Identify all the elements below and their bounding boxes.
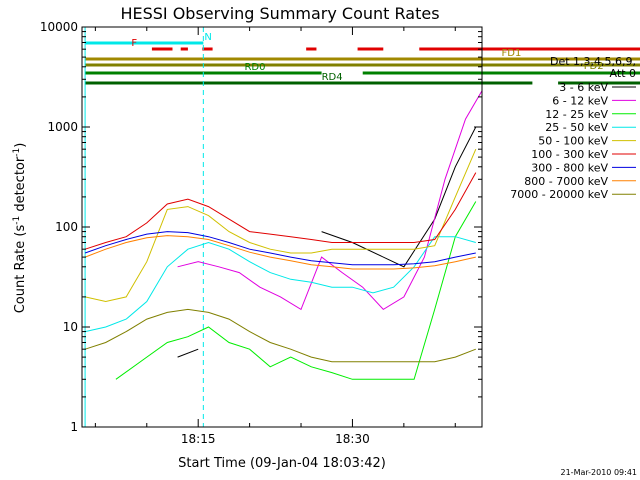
flag-label-fd2: FD2 [584, 61, 604, 72]
legend-entry-2: 12 - 25 keV [545, 108, 608, 121]
legend-entry-4: 50 - 100 keV [538, 135, 608, 148]
y-axis-label-mid: detector [13, 156, 28, 216]
flag-label-n: N [204, 32, 211, 43]
legend-header-1: Att 0 [610, 67, 636, 80]
y-axis-label-end: ) [13, 143, 28, 148]
y-tick-label-3: 1000 [47, 120, 78, 134]
y-axis-label-sup1: -1 [12, 216, 22, 225]
x-tick-label-0: 18:15 [181, 432, 216, 446]
series-lines [84, 90, 482, 380]
timestamp: 21-Mar-2010 09:41 [561, 468, 638, 477]
series-line-8 [84, 308, 476, 363]
legend-entry-8: 7000 - 20000 keV [510, 188, 608, 201]
flag-label-rd0: RD0 [244, 62, 265, 73]
series-line-1 [177, 90, 482, 311]
legend-header-0: Det 1,3,4,5,6,9, [550, 55, 636, 68]
flag-label-rd4: RD4 [322, 72, 343, 83]
y-axis-label-main: Count Rate (s [13, 225, 28, 314]
x-axis-label: Start Time (09-Jan-04 18:03:42) [178, 456, 386, 471]
flag-label-f: F [131, 38, 137, 49]
flag-label-fd1: FD1 [502, 48, 522, 59]
y-axis-label: Count Rate (s-1 detector-1) [12, 143, 28, 314]
y-axis-label-sup2: -1 [12, 148, 22, 157]
y-tick-label-2: 100 [55, 220, 78, 234]
series-line-5 [84, 172, 477, 250]
series-line-4 [84, 149, 477, 303]
y-tick-label-4: 10000 [40, 20, 78, 34]
series-line-6 [84, 231, 476, 266]
y-tick-label-0: 1 [70, 420, 78, 434]
series-line-0 [177, 126, 477, 358]
legend-entry-1: 6 - 12 keV [552, 94, 608, 107]
series-line-7 [84, 235, 476, 270]
chart-title: HESSI Observing Summary Count Rates [120, 4, 439, 23]
legend-entry-3: 25 - 50 keV [545, 121, 608, 134]
legend-entry-6: 300 - 800 keV [531, 161, 608, 174]
x-tick-label-1: 18:30 [335, 432, 370, 446]
ticks: 18:15 18:30 1 10 100 1000 10000 [40, 20, 482, 446]
legend-entry-7: 800 - 7000 keV [524, 175, 608, 188]
legend-entry-5: 100 - 300 keV [531, 148, 608, 161]
series-line-3 [84, 236, 476, 333]
series-line-2 [115, 201, 477, 380]
legend-entry-0: 3 - 6 keV [559, 81, 608, 94]
y-tick-label-1: 10 [63, 320, 78, 334]
